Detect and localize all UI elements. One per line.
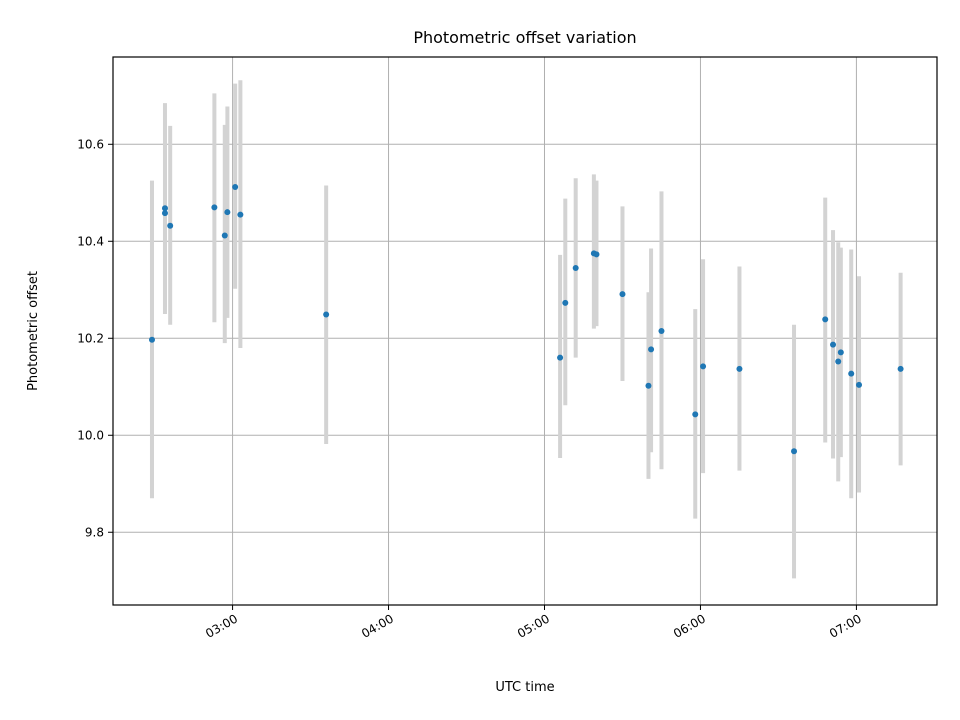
- data-point: [557, 354, 564, 361]
- data-point: [648, 346, 655, 353]
- data-point: [837, 349, 844, 356]
- data-point: [572, 264, 579, 271]
- x-tick-label: 07:00: [827, 611, 864, 640]
- plot-frame: [112, 56, 938, 606]
- data-point: [161, 205, 168, 212]
- y-tick-label: 9.8: [85, 525, 104, 539]
- x-axis-label: UTC time: [495, 680, 554, 695]
- data-point: [645, 382, 652, 389]
- data-point: [848, 370, 855, 377]
- data-point: [593, 251, 600, 258]
- data-point: [232, 183, 239, 190]
- grid: [113, 57, 937, 605]
- data-point: [830, 341, 837, 348]
- data-point: [835, 358, 842, 365]
- data-point: [736, 365, 743, 372]
- y-tick-label: 10.0: [77, 428, 104, 442]
- y-axis-label: Photometric offset: [26, 271, 41, 391]
- data-point: [856, 381, 863, 388]
- data-point: [897, 365, 904, 372]
- data-point: [822, 316, 829, 323]
- data-points: [148, 183, 904, 455]
- chart-title: Photometric offset variation: [413, 28, 636, 47]
- data-point: [211, 204, 218, 211]
- data-point: [161, 210, 168, 217]
- x-tick-label: 04:00: [359, 611, 396, 640]
- y-tick-label: 10.6: [77, 137, 104, 151]
- x-tick-label: 06:00: [671, 611, 708, 640]
- data-point: [221, 232, 228, 239]
- data-point: [658, 328, 665, 334]
- data-point: [692, 411, 699, 418]
- x-tick-label: 03:00: [203, 611, 240, 640]
- data-point: [791, 448, 798, 455]
- data-point: [323, 311, 330, 318]
- data-point: [237, 211, 244, 218]
- y-axis-ticks: 9.8 10.0 10.2 10.4 10.6: [77, 137, 113, 539]
- data-point: [167, 222, 174, 229]
- data-point: [224, 209, 231, 216]
- x-tick-label: 05:00: [515, 611, 552, 640]
- data-point: [148, 336, 155, 343]
- y-tick-label: 10.2: [77, 331, 104, 345]
- x-axis-ticks: 03:00 04:00 05:00 06:00 07:00: [203, 605, 864, 641]
- data-point: [619, 291, 626, 298]
- error-bars: [149, 80, 903, 579]
- y-tick-label: 10.4: [77, 234, 104, 248]
- data-point: [562, 299, 569, 306]
- data-point: [700, 363, 707, 370]
